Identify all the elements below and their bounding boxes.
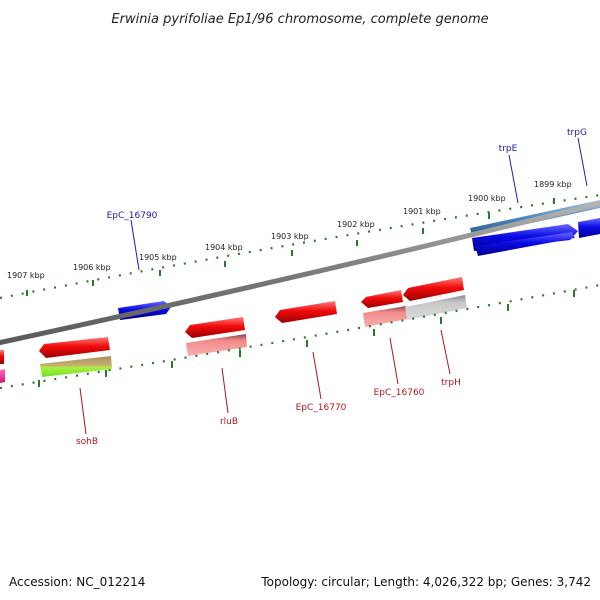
gene-arrow [0, 350, 4, 364]
gene-arrow [363, 306, 407, 327]
kbp-label: 1899 kbp [534, 180, 572, 189]
gene-arrow [185, 317, 245, 338]
gene-label: EpC_16790 [107, 211, 158, 221]
gene-arrow [578, 218, 600, 238]
lower-ruler-ticks [38, 290, 575, 387]
gene-arrow [40, 356, 112, 377]
chromosome-backbone [0, 200, 600, 346]
gene-label: EpC_16760 [374, 388, 425, 398]
gene-label: sohB [76, 437, 98, 447]
map-title: Erwinia pyrifoliae Ep1/96 chromosome, co… [111, 12, 488, 27]
gene-arrow [361, 290, 403, 308]
top-gene-leaders [130, 137, 588, 271]
bottom-gene-labels: sohB rluB EpC_16770 EpC_16760 trpH [76, 378, 461, 447]
gene-arrow [186, 334, 247, 356]
upper-ruler-ticks [26, 198, 555, 296]
kbp-label: 1906 kbp [73, 263, 111, 272]
gene-label: trpG [567, 128, 587, 138]
kbp-label: 1903 kbp [271, 232, 309, 241]
gene-label: trpH [441, 378, 461, 388]
accession-label: Accession: NC_012214 [9, 575, 145, 589]
kbp-label: 1902 kbp [337, 220, 375, 229]
gene-arrow [405, 295, 467, 320]
gene-arrow [0, 369, 5, 383]
kbp-label: 1907 kbp [7, 271, 45, 280]
genome-summary: Topology: circular; Length: 4,026,322 bp… [260, 575, 591, 589]
gene-arrow [39, 337, 110, 358]
gene-label: rluB [220, 417, 238, 427]
gene-arrow [275, 301, 337, 323]
gene-arrow [403, 277, 464, 301]
kbp-label: 1901 kbp [403, 207, 441, 216]
gene-label: EpC_16770 [296, 403, 347, 413]
kbp-label: 1900 kbp [468, 194, 506, 203]
gene-label: trpE [499, 144, 518, 154]
kbp-label: 1905 kbp [139, 253, 177, 262]
gene-arrow [475, 232, 575, 256]
reverse-strand-genes [0, 277, 467, 383]
top-gene-labels: EpC_16790 trpE trpG [107, 128, 587, 221]
bottom-gene-leaders [79, 329, 451, 435]
kbp-labels: 1907 kbp 1906 kbp 1905 kbp 1904 kbp 1903… [7, 180, 572, 280]
kbp-label: 1904 kbp [205, 243, 243, 252]
lower-ruler-dots [0, 283, 600, 390]
